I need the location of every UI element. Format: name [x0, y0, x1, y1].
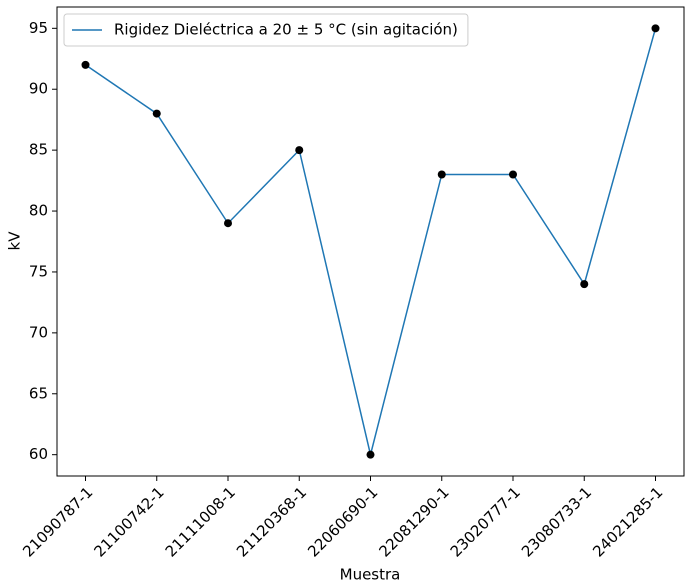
y-axis-label: kV [6, 231, 24, 251]
line [85, 28, 657, 455]
legend-box [63, 13, 469, 47]
point [152, 109, 161, 118]
x-tick-label: 21120368-1 [233, 483, 310, 560]
y-tick-label: 90 [29, 80, 48, 98]
x-axis-label: Muestra [340, 566, 401, 584]
x-tick-label: 23020777-1 [447, 483, 524, 560]
point [437, 170, 446, 179]
plot-frame [56, 6, 685, 477]
y-tick-label: 60 [29, 445, 48, 463]
point [509, 170, 517, 179]
y-tick-label: 85 [29, 141, 48, 159]
x-tick-label: 22081290-1 [375, 483, 452, 560]
y-tick-label: 65 [29, 384, 48, 402]
x-tick-label: 21090787-1 [19, 483, 96, 560]
y-tick-label: 80 [29, 202, 48, 220]
y-tick-label: 75 [29, 262, 48, 280]
point [651, 24, 660, 33]
y-tick-label: 70 [29, 323, 48, 341]
point [580, 280, 589, 289]
x-tick-label: 21100742-1 [90, 483, 167, 560]
point [295, 146, 304, 155]
legend-label: Rigidez Dieléctrica a 20 ± 5 °C (sin agi… [114, 21, 458, 39]
point [366, 450, 375, 459]
y-tick-label: 95 [29, 19, 48, 37]
x-tick-label: 24021285-1 [589, 483, 666, 560]
point [224, 219, 232, 228]
point [81, 60, 90, 69]
x-tick-label: 22060690-1 [304, 483, 381, 560]
x-tick-label: 21111008-1 [162, 483, 239, 560]
x-tick-label: 23080733-1 [518, 483, 595, 560]
